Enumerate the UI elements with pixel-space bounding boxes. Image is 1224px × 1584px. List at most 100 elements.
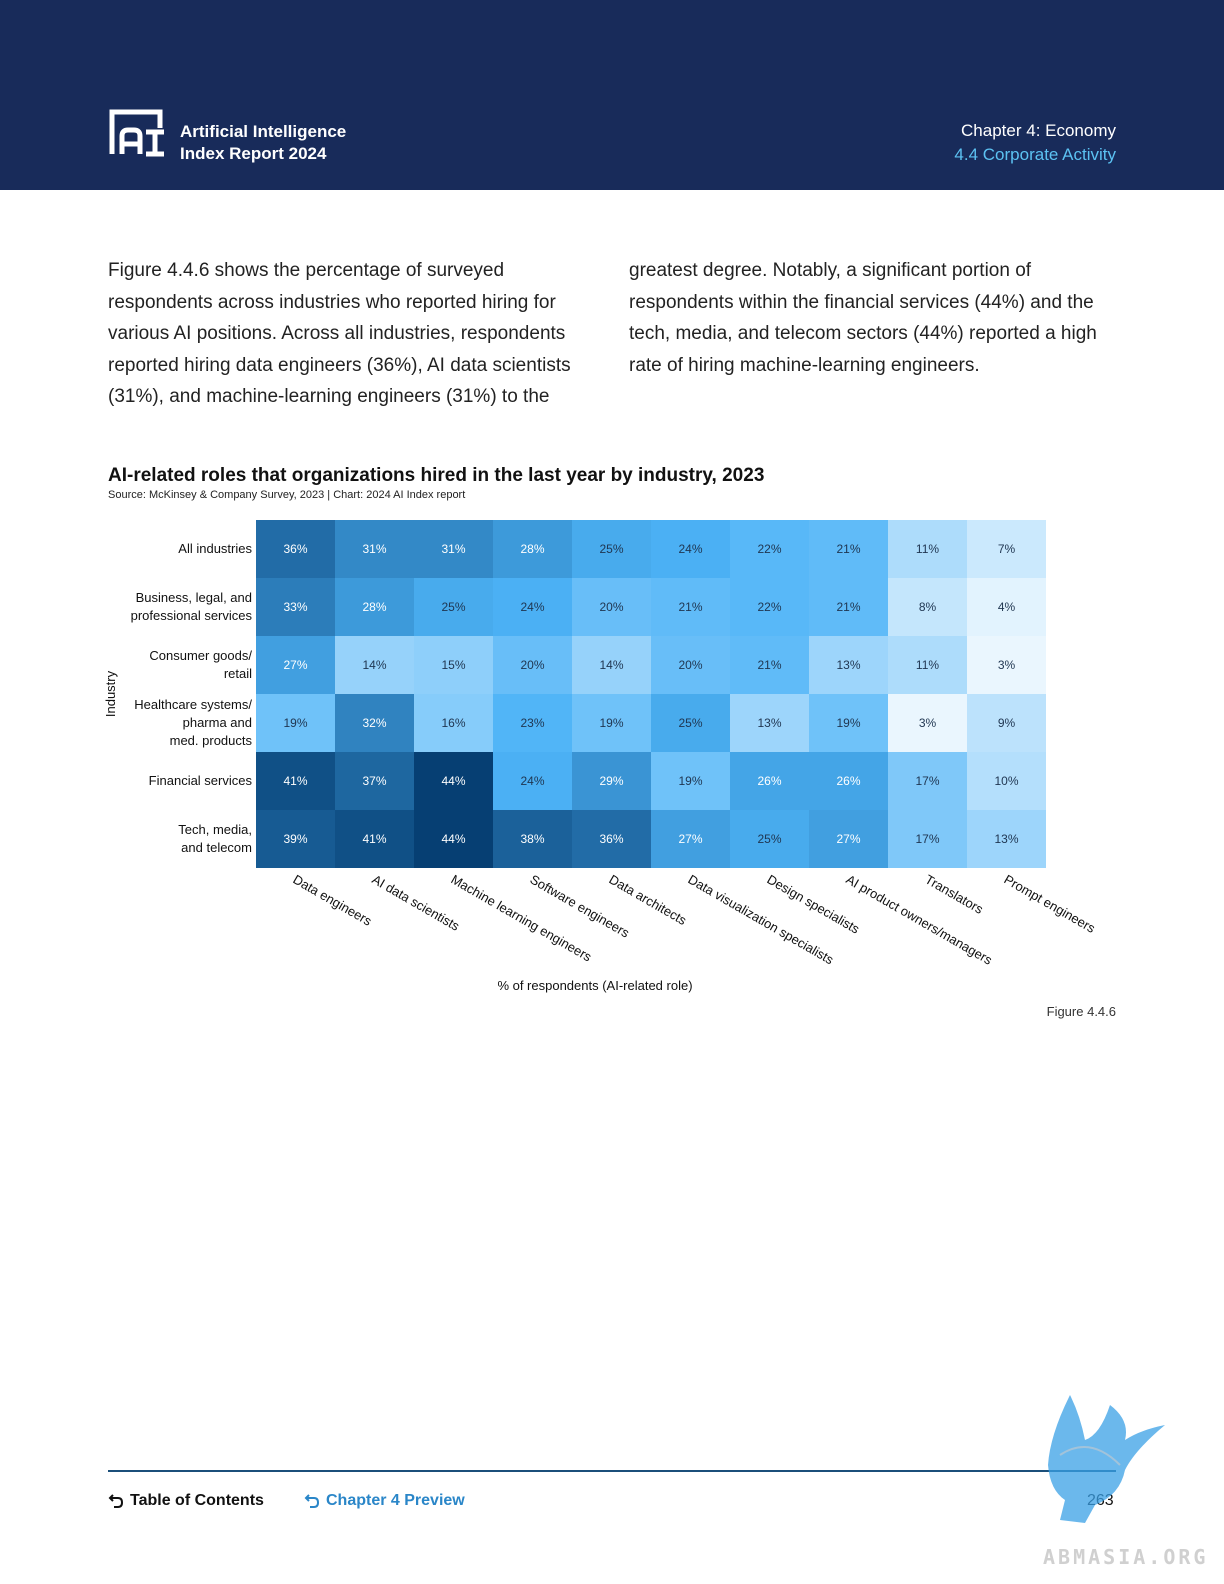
cell-value-label: 44% [441,832,465,846]
chapter-title[interactable]: Chapter 4: Economy [961,121,1116,140]
body-paragraph-2: greatest degree. Notably, a significant … [629,260,1097,376]
heatmap-cell [256,520,335,578]
cell-value-label: 25% [757,832,781,846]
heatmap-cell [967,578,1046,636]
cell-value-label: 39% [283,832,307,846]
chart-source: Source: McKinsey & Company Survey, 2023 … [108,489,466,501]
heatmap-cell [572,810,651,868]
heatmap-cell [572,636,651,694]
heatmap-cell [414,694,493,752]
heatmap-cell [967,520,1046,578]
cell-value-label: 36% [599,832,623,846]
section-title[interactable]: 4.4 Corporate Activity [954,145,1116,164]
heatmap-cell [651,752,730,810]
cell-value-label: 21% [757,658,781,672]
row-tick-label: Consumer goods/ [149,648,252,663]
cell-value-label: 32% [362,716,386,730]
footer-divider [108,1470,1116,1472]
row-tick-label: retail [224,666,252,681]
cell-value-label: 27% [678,832,702,846]
heatmap-cell [256,636,335,694]
chapter-heading: Chapter 4: Economy 4.4 Corporate Activit… [954,119,1116,167]
cell-value-label: 8% [919,600,937,614]
cell-value-label: 3% [919,716,937,730]
cell-value-label: 21% [836,542,860,556]
heatmap-cell [888,694,967,752]
heatmap-cell [493,694,572,752]
heatmap-cell [888,810,967,868]
figure-label: Figure 4.4.6 [1046,1004,1116,1019]
cell-value-label: 38% [520,832,544,846]
cell-value-label: 17% [915,832,939,846]
heatmap-cell [809,636,888,694]
heatmap-cell [493,636,572,694]
row-tick-label: and telecom [181,840,252,855]
heatmap-cell [651,578,730,636]
heatmap-cell [809,694,888,752]
row-tick-label: med. products [170,733,253,748]
row-tick-label: professional services [131,608,253,623]
page-header: Artificial Intelligence Index Report 202… [0,0,1224,190]
cell-value-label: 37% [362,774,386,788]
report-title-line1: Artificial Intelligence [180,122,347,141]
column-tick-label: Data visualization specialists [686,872,837,968]
table-of-contents-link[interactable]: Table of Contents [108,1492,264,1510]
heatmap-cell [888,636,967,694]
chart-title: AI-related roles that organizations hire… [108,465,765,486]
heatmap-cell [651,636,730,694]
report-title-line2: Index Report 2024 [180,144,327,163]
cell-value-label: 13% [757,716,781,730]
cell-value-label: 25% [678,716,702,730]
cell-value-label: 44% [441,774,465,788]
body-paragraph-1: Figure 4.4.6 shows the percentage of sur… [108,260,571,408]
heatmap-cell [414,810,493,868]
chapter-preview-label: Chapter 4 Preview [326,1492,465,1509]
column-tick-label: AI product owners/managers [844,872,996,968]
heatmap-cell [730,694,809,752]
heatmap-cell [414,578,493,636]
cell-value-label: 15% [441,658,465,672]
report-title: Artificial Intelligence Index Report 202… [180,121,346,165]
chapter-preview-link[interactable]: Chapter 4 Preview [304,1492,465,1510]
heatmap-cell [888,578,967,636]
heatmap-cell [335,636,414,694]
heatmap-cell [572,520,651,578]
cell-value-label: 25% [599,542,623,556]
heatmap-cell [335,578,414,636]
watermark-text: ABMASIA.ORG [1043,1545,1209,1569]
heatmap-cell [888,752,967,810]
cell-value-label: 10% [994,774,1018,788]
heatmap-cell [335,752,414,810]
heatmap-cell [256,694,335,752]
heatmap-cell [335,520,414,578]
row-tick-label: Healthcare systems/ [134,697,252,712]
row-tick-label: pharma and [183,715,252,730]
cell-value-label: 24% [520,600,544,614]
heatmap-cell [493,578,572,636]
heatmap-cell [651,810,730,868]
heatmap-cell [730,520,809,578]
cell-value-label: 7% [998,542,1016,556]
cell-value-label: 19% [283,716,307,730]
cell-value-label: 23% [520,716,544,730]
heatmap-cell [888,520,967,578]
return-arrow-icon [108,1494,124,1508]
heatmap-cell [414,752,493,810]
cell-value-label: 13% [994,832,1018,846]
cell-value-label: 41% [283,774,307,788]
cell-value-label: 20% [520,658,544,672]
heatmap-cell [730,578,809,636]
heatmap-cell [809,810,888,868]
heatmap-cell [730,810,809,868]
heatmap-cell [730,636,809,694]
heatmap-cell [967,636,1046,694]
cell-value-label: 20% [599,600,623,614]
column-tick-label: Data engineers [291,872,375,929]
cell-value-label: 11% [916,542,939,556]
cell-value-label: 26% [757,774,781,788]
heatmap-cell [493,810,572,868]
x-axis-label: % of respondents (AI-related role) [497,978,692,993]
cell-value-label: 28% [362,600,386,614]
griffin-watermark-icon [1048,1395,1165,1523]
cell-value-label: 21% [836,600,860,614]
